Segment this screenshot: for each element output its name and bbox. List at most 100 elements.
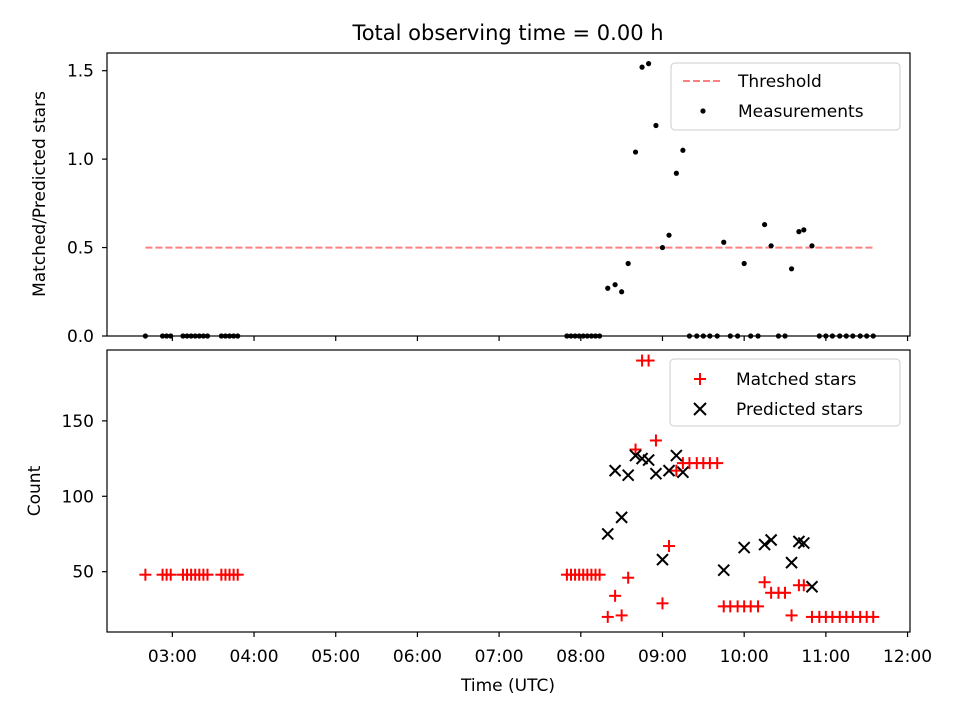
bottom-matched-markers bbox=[139, 354, 880, 623]
measurement-point bbox=[625, 260, 631, 267]
predicted-star-point bbox=[764, 533, 778, 547]
measurement-point bbox=[741, 260, 747, 267]
top-y-tick-label: 1.0 bbox=[67, 150, 94, 170]
predicted-star-point bbox=[656, 553, 669, 566]
bottom-legend-box bbox=[669, 358, 901, 427]
top-y-axis-label: Matched/Predicted stars bbox=[30, 91, 50, 297]
x-tick-label: 10:00 bbox=[720, 647, 769, 667]
bottom-legend: Matched stars Predicted stars bbox=[669, 358, 901, 427]
x-tick-label: 03:00 bbox=[148, 647, 197, 667]
matched-star-point bbox=[797, 579, 810, 592]
matched-star-point bbox=[609, 589, 622, 602]
top-y-tick-label: 0.5 bbox=[67, 239, 94, 259]
bottom-predicted-markers bbox=[601, 449, 819, 593]
legend-measurements-label: Measurements bbox=[738, 102, 864, 122]
matched-star-point bbox=[649, 434, 662, 447]
predicted-star-point bbox=[785, 556, 798, 569]
x-tick-label: 11:00 bbox=[801, 647, 850, 667]
measurement-point bbox=[619, 289, 625, 295]
x-tick-label: 06:00 bbox=[393, 647, 442, 667]
predicted-star-point bbox=[737, 541, 751, 554]
legend-predicted-swatch bbox=[693, 402, 707, 416]
matched-star-point bbox=[785, 609, 798, 622]
top-y-tick-label: 0.0 bbox=[67, 327, 94, 347]
x-tick-label: 08:00 bbox=[556, 647, 605, 667]
legend-matched-swatch bbox=[694, 373, 706, 385]
top-y-tick-label: 1.5 bbox=[67, 62, 94, 82]
measurement-point bbox=[680, 147, 686, 153]
predicted-star-point bbox=[805, 580, 819, 593]
predicted-star-point bbox=[717, 563, 730, 577]
measurement-point bbox=[721, 239, 727, 245]
predicted-star-point bbox=[621, 468, 635, 482]
top-plot-frame bbox=[106, 52, 911, 337]
x-tick-label: 07:00 bbox=[475, 647, 524, 667]
matched-star-point bbox=[139, 568, 152, 581]
x-tick-label: 09:00 bbox=[638, 647, 687, 667]
matched-star-point bbox=[629, 443, 642, 456]
matched-star-point bbox=[615, 609, 628, 622]
measurement-point bbox=[645, 61, 652, 67]
measurement-point bbox=[788, 266, 795, 272]
measurement-point bbox=[809, 243, 815, 249]
matched-star-point bbox=[779, 586, 792, 599]
top-x-ticks bbox=[171, 336, 909, 341]
predicted-star-point bbox=[601, 527, 614, 541]
predicted-star-point bbox=[676, 465, 690, 479]
measurement-point bbox=[659, 244, 666, 251]
predicted-star-point bbox=[797, 536, 811, 550]
matched-star-point bbox=[601, 610, 614, 623]
predicted-star-point bbox=[670, 449, 683, 462]
top-legend: Threshold Measurements bbox=[670, 62, 901, 131]
bottom-y-axis-label: Count bbox=[25, 465, 45, 516]
legend-matched-label: Matched stars bbox=[736, 370, 856, 390]
predicted-star-point bbox=[608, 464, 622, 477]
bottom-plot-frame bbox=[106, 349, 911, 633]
bottom-y-tick-label: 100 bbox=[62, 487, 94, 507]
bottom-y-tick-label: 50 bbox=[72, 563, 94, 583]
legend-measurements-swatch bbox=[700, 108, 706, 114]
matched-star-point bbox=[663, 540, 676, 553]
matched-star-point bbox=[593, 568, 606, 581]
top-y-axis: 0.0 0.5 1.0 1.5 bbox=[67, 62, 107, 347]
bottom-x-axis: 03:00 04:00 05:00 06:00 07:00 08:00 09:00 10:00… bbox=[148, 632, 932, 667]
bottom-y-axis: 50 100 150 bbox=[62, 412, 107, 583]
predicted-star-point bbox=[649, 467, 663, 480]
matched-star-point bbox=[231, 568, 244, 581]
matched-star-point bbox=[711, 457, 724, 470]
measurement-point bbox=[761, 221, 768, 228]
matched-star-point bbox=[642, 354, 655, 367]
legend-threshold-label: Threshold bbox=[737, 72, 822, 92]
matched-star-point bbox=[622, 571, 635, 584]
measurement-point bbox=[796, 229, 802, 235]
matched-star-point bbox=[164, 568, 177, 581]
measurement-point bbox=[801, 227, 807, 233]
matched-star-point bbox=[656, 597, 669, 610]
predicted-star-point bbox=[758, 538, 771, 551]
x-tick-label: 05:00 bbox=[311, 647, 360, 667]
measurement-point bbox=[639, 64, 645, 70]
measurement-point bbox=[612, 282, 618, 288]
legend-predicted-label: Predicted stars bbox=[736, 400, 863, 420]
predicted-star-point bbox=[629, 449, 642, 462]
x-axis-label: Time (UTC) bbox=[460, 676, 555, 696]
matched-star-point bbox=[201, 568, 214, 581]
bottom-y-tick-label: 150 bbox=[62, 412, 94, 432]
top-panel: 0.0 0.5 1.0 1.5 Matched/Predicted stars Thr… bbox=[30, 52, 911, 347]
measurement-point bbox=[653, 122, 659, 129]
top-legend-box bbox=[670, 62, 901, 131]
measurement-point bbox=[673, 170, 679, 176]
measurement-point bbox=[768, 243, 774, 249]
x-tick-label: 12:00 bbox=[883, 647, 932, 667]
matched-star-point bbox=[752, 600, 765, 613]
measurement-point bbox=[632, 149, 639, 155]
measurement-point bbox=[605, 285, 611, 291]
predicted-star-point bbox=[615, 511, 628, 524]
predicted-star-point bbox=[662, 464, 676, 477]
predicted-star-point bbox=[642, 453, 655, 467]
figure-title: Total observing time = 0.00 h bbox=[351, 21, 663, 45]
matched-star-point bbox=[758, 576, 771, 589]
matched-star-point bbox=[867, 610, 880, 623]
